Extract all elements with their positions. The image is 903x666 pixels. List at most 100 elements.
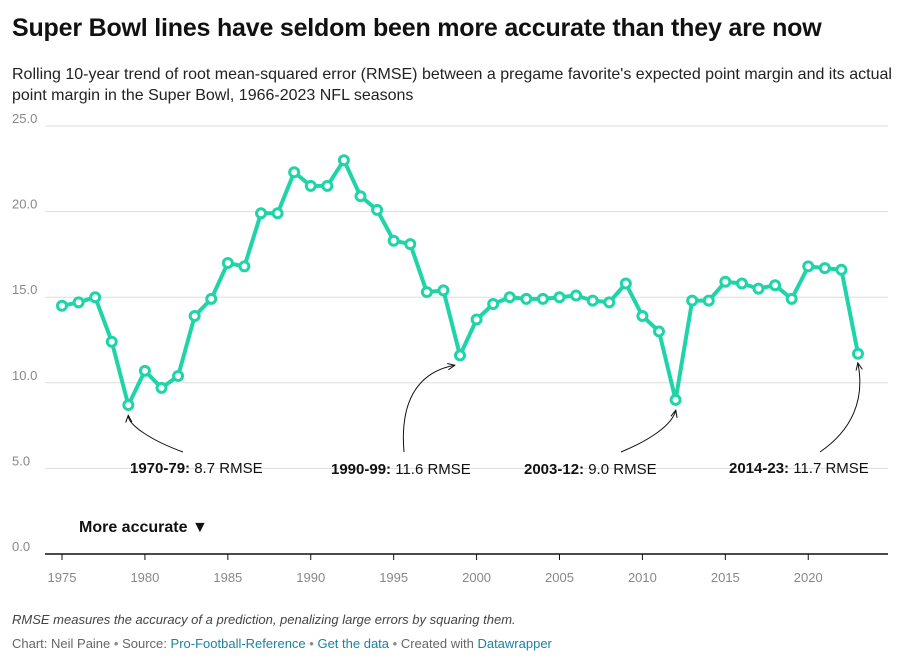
gridlines: 0.0 5.0 10.0 15.0 20.0 25.0: [12, 111, 888, 554]
direction-note: More accurate ▼: [79, 519, 208, 536]
data-point: [172, 369, 185, 382]
x-tick-label: 1975: [48, 570, 77, 585]
y-tick-label: 0.0: [12, 539, 30, 554]
y-tick-label: 20.0: [12, 197, 37, 212]
data-point: [719, 275, 732, 288]
credits: Chart: Neil Paine • Source: Pro-Football…: [12, 636, 552, 651]
data-point: [852, 347, 864, 360]
y-tick-label: 15.0: [12, 282, 37, 297]
y-tick-label: 25.0: [12, 111, 37, 126]
data-point: [735, 277, 748, 290]
data-point: [404, 238, 417, 251]
data-point: [188, 310, 201, 323]
x-tick-label: 2020: [794, 570, 823, 585]
data-point: [105, 335, 118, 348]
annotation-value: 9.0 RMSE: [588, 461, 656, 478]
data-point: [520, 292, 533, 305]
data-point: [536, 292, 549, 305]
chart-subtitle: Rolling 10-year trend of root mean-squar…: [12, 66, 892, 104]
data-point: [89, 291, 102, 304]
data-point: [487, 298, 500, 311]
data-point: [586, 294, 599, 307]
data-point: [570, 289, 583, 302]
data-point: [553, 291, 566, 304]
credit-created-label: Created with: [400, 636, 474, 651]
data-point: [785, 292, 798, 305]
data-point: [337, 154, 350, 167]
data-point: [669, 393, 682, 406]
data-point: [138, 364, 151, 377]
credit-separator: •: [392, 636, 398, 651]
data-point: [802, 260, 815, 273]
data-point: [72, 296, 85, 309]
x-tick-label: 2000: [462, 570, 491, 585]
data-point: [818, 262, 831, 275]
annotations: 1970-79: 8.7 RMSE 1990-99: 11.6 RMSE 2003-…: [130, 460, 869, 478]
annotation-value: 11.7 RMSE: [793, 460, 869, 477]
data-point: [653, 325, 665, 338]
data-point: [205, 292, 218, 305]
y-tick-label: 10.0: [12, 368, 37, 383]
data-point: [437, 284, 450, 297]
data-point: [603, 296, 616, 309]
data-point: [470, 313, 483, 326]
data-point: [503, 291, 516, 304]
annotation-value: 8.7 RMSE: [194, 460, 262, 477]
data-point: [238, 260, 251, 273]
data-point: [271, 207, 284, 220]
x-tick-label: 2005: [545, 570, 574, 585]
data-point: [420, 286, 433, 299]
annotation-period: 2003-12:: [524, 461, 588, 478]
credit-separator: •: [113, 636, 119, 651]
data-point: [56, 299, 68, 312]
annotation-arrow: [620, 411, 676, 453]
x-tick-label: 1980: [130, 570, 159, 585]
data-point: [371, 203, 384, 216]
annotation-arrow: [402, 365, 454, 453]
data-point: [122, 399, 135, 412]
x-axis: 1975 1980 1985 1990 1995 2000 2005 2010 2015 2020: [45, 553, 888, 585]
data-point: [304, 179, 317, 192]
annotation-period: 2014-23:: [729, 460, 793, 477]
x-tick-label: 2010: [628, 570, 657, 585]
data-point: [255, 207, 267, 220]
y-tick-label: 5.0: [12, 453, 30, 468]
data-point: [288, 166, 301, 179]
annotation-label: 2014-23: 11.7 RMSE: [729, 460, 869, 477]
annotation-value: 11.6 RMSE: [395, 461, 471, 478]
annotation-label: 1990-99: 11.6 RMSE: [331, 461, 471, 478]
source-link[interactable]: Pro-Football-Reference: [170, 636, 306, 651]
data-point: [454, 349, 466, 362]
annotation-label: 2003-12: 9.0 RMSE: [524, 461, 657, 478]
annotation-arrow: [819, 364, 860, 453]
data-point: [686, 294, 699, 307]
x-tick-label: 2015: [711, 570, 740, 585]
data-point: [702, 294, 715, 307]
annotation-arrows: [128, 364, 860, 453]
data-point: [321, 179, 334, 192]
data-point: [387, 234, 400, 247]
footnote: RMSE measures the accuracy of a predicti…: [12, 612, 516, 627]
data-point: [636, 310, 649, 323]
data-point: [752, 282, 765, 295]
data-point: [354, 190, 367, 203]
annotation-label: 1970-79: 8.7 RMSE: [130, 460, 263, 477]
annotation-period: 1990-99:: [331, 461, 395, 478]
data-point: [221, 256, 234, 269]
credit-author: Chart: Neil Paine: [12, 636, 111, 651]
datawrapper-link[interactable]: Datawrapper: [477, 636, 552, 651]
data-point: [619, 277, 632, 290]
credit-separator: •: [309, 636, 314, 651]
data-point: [769, 279, 782, 292]
series-points: [56, 154, 864, 412]
chart-title: Super Bowl lines have seldom been more a…: [12, 14, 822, 42]
x-tick-label: 1990: [296, 570, 325, 585]
data-point: [835, 263, 848, 276]
get-data-link[interactable]: Get the data: [317, 636, 390, 651]
annotation-period: 1970-79:: [130, 460, 194, 477]
x-tick-label: 1995: [379, 570, 408, 585]
credit-source-label: Source:: [122, 636, 167, 651]
x-tick-label: 1985: [213, 570, 242, 585]
data-point: [155, 381, 168, 394]
